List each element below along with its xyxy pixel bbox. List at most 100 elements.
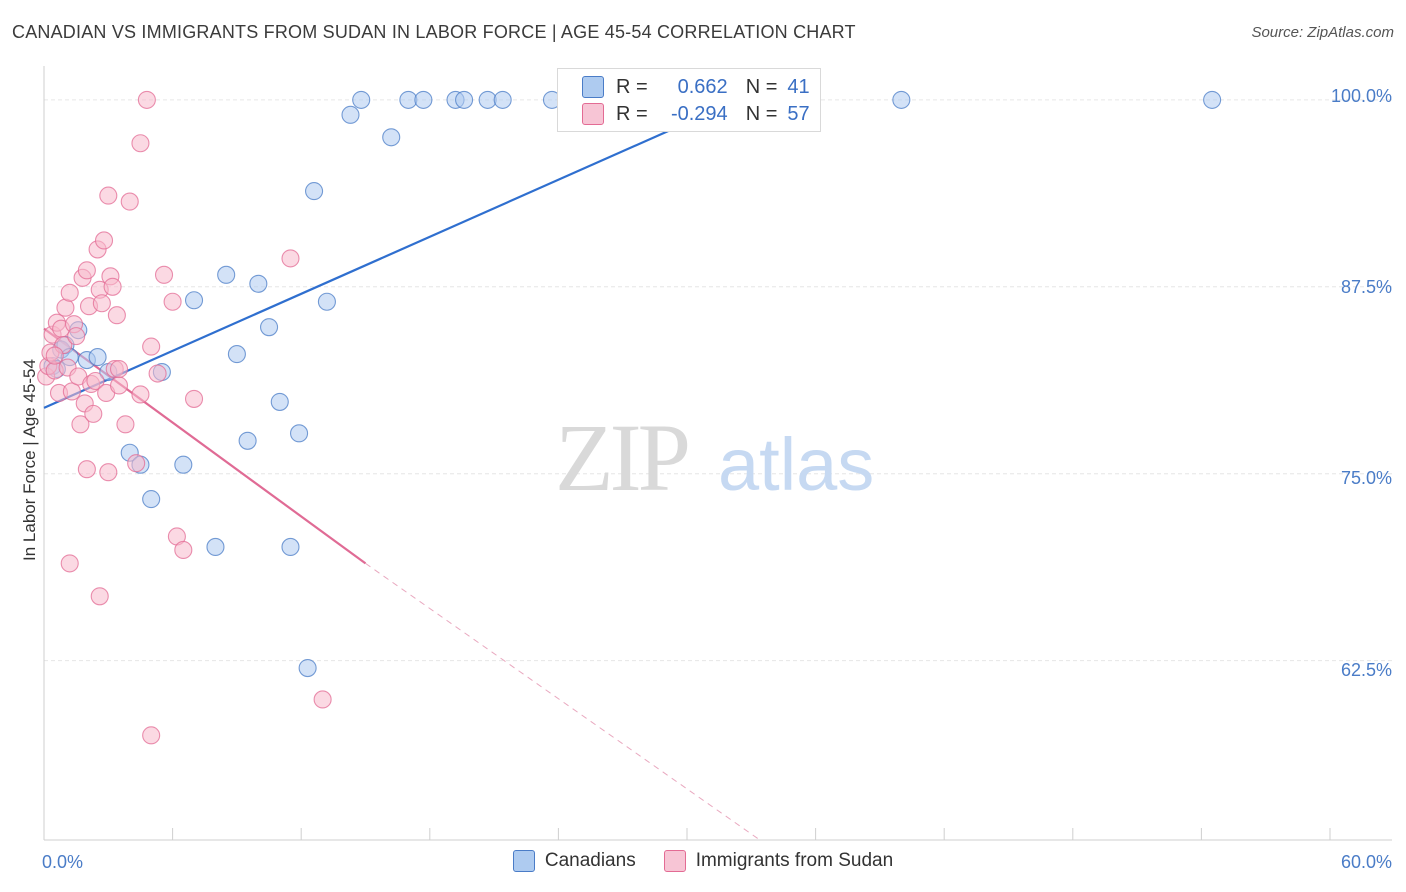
- legend-swatch-pink: [663, 850, 686, 872]
- r-value-sudan: -0.294: [670, 102, 728, 125]
- point-sudan: [67, 327, 86, 346]
- point-sudan: [116, 415, 135, 434]
- chart-title: CANADIAN VS IMMIGRANTS FROM SUDAN IN LAB…: [12, 22, 856, 42]
- point-canadians: [298, 659, 317, 678]
- x-tick-label-min: 0.0%: [42, 852, 84, 872]
- watermark-atlas: atlas: [718, 423, 874, 506]
- y-tick-label-100: 100.0%: [1330, 86, 1392, 106]
- point-canadians: [217, 265, 236, 284]
- point-sudan: [56, 298, 75, 317]
- point-canadians: [227, 345, 246, 364]
- point-canadians: [341, 105, 360, 124]
- point-sudan: [142, 337, 161, 356]
- point-sudan: [148, 364, 167, 383]
- legend-item-canadians[interactable]: Canadians: [512, 850, 636, 872]
- trendline-sudan-extension: [365, 562, 761, 841]
- y-axis-title: In Labor Force | Age 45-54: [20, 359, 39, 561]
- point-sudan: [107, 306, 126, 325]
- watermark: ZIP atlas: [555, 404, 874, 511]
- point-canadians: [270, 392, 289, 411]
- legend-item-sudan[interactable]: Immigrants from Sudan: [663, 850, 894, 872]
- point-sudan: [174, 540, 193, 559]
- point-sudan: [127, 454, 146, 473]
- point-sudan: [131, 134, 150, 153]
- source-label: Source: ZipAtlas.com: [1251, 24, 1394, 41]
- point-sudan: [62, 382, 81, 401]
- trendline-canadians: [43, 98, 739, 409]
- legend-swatch-blue: [512, 850, 535, 872]
- stats-row-canadians: R = 0.662 N = 41: [582, 74, 810, 100]
- n-label: N =: [745, 102, 778, 125]
- point-canadians: [414, 90, 433, 109]
- point-sudan: [154, 265, 174, 284]
- stats-legend: R = 0.662 N = 41 R = -0.294 N = 57: [557, 68, 821, 132]
- point-canadians: [455, 90, 474, 109]
- point-canadians: [249, 274, 268, 293]
- point-canadians: [317, 292, 336, 311]
- point-sudan: [92, 294, 111, 313]
- point-sudan: [103, 277, 122, 296]
- stats-row-sudan: R = -0.294 N = 57: [582, 101, 810, 127]
- point-sudan: [94, 231, 114, 250]
- data-points: [37, 90, 1222, 745]
- point-canadians: [382, 128, 401, 147]
- watermark-zip: ZIP: [555, 404, 688, 511]
- point-canadians: [206, 537, 225, 557]
- blue-swatch: [582, 76, 604, 98]
- point-canadians: [88, 348, 107, 367]
- point-sudan: [163, 292, 182, 311]
- point-sudan: [60, 554, 79, 573]
- y-tick-label-62-5: 62.5%: [1340, 660, 1392, 680]
- r-label: R =: [616, 75, 648, 98]
- point-sudan: [99, 463, 118, 482]
- point-sudan: [109, 376, 129, 395]
- point-sudan: [109, 359, 129, 379]
- point-canadians: [259, 318, 279, 337]
- point-canadians: [238, 431, 257, 450]
- gridlines: [44, 99, 1392, 662]
- series-legend: Canadians Immigrants from Sudan: [0, 850, 1406, 872]
- point-canadians: [1203, 90, 1222, 109]
- point-sudan: [90, 587, 109, 606]
- point-canadians: [281, 537, 300, 557]
- legend-label-canadians: Canadians: [544, 850, 636, 871]
- y-tick-label-87-5: 87.5%: [1340, 277, 1392, 297]
- point-sudan: [99, 186, 118, 205]
- point-canadians: [305, 182, 324, 201]
- trendline-sudan: [43, 327, 367, 565]
- point-canadians: [399, 90, 418, 109]
- legend-label-sudan: Immigrants from Sudan: [695, 850, 894, 871]
- r-label: R =: [616, 102, 648, 125]
- point-sudan: [137, 90, 156, 109]
- point-sudan: [281, 249, 300, 268]
- n-value-sudan: 57: [787, 102, 810, 125]
- point-sudan: [77, 460, 96, 479]
- point-sudan: [142, 726, 161, 745]
- point-sudan: [313, 690, 332, 709]
- point-canadians: [892, 90, 911, 109]
- x-tick-label-max: 60.0%: [1340, 852, 1392, 872]
- point-canadians: [352, 90, 371, 109]
- trendlines: [43, 98, 761, 841]
- point-canadians: [142, 490, 161, 509]
- point-sudan: [184, 389, 204, 408]
- point-sudan: [71, 415, 90, 434]
- axes: [43, 66, 1392, 841]
- point-sudan: [60, 283, 79, 302]
- point-canadians: [174, 455, 193, 474]
- r-value-canadians: 0.662: [677, 75, 728, 98]
- point-sudan: [120, 192, 139, 211]
- point-canadians: [493, 90, 512, 109]
- point-canadians: [184, 291, 204, 310]
- point-sudan: [45, 346, 64, 365]
- point-canadians: [290, 424, 309, 443]
- y-tick-label-75: 75.0%: [1340, 468, 1392, 488]
- point-canadians: [478, 90, 497, 109]
- point-sudan: [84, 404, 103, 423]
- pink-swatch: [582, 103, 604, 125]
- point-sudan: [86, 371, 105, 391]
- point-sudan: [77, 261, 96, 280]
- n-label: N =: [745, 75, 778, 98]
- point-sudan: [131, 385, 150, 404]
